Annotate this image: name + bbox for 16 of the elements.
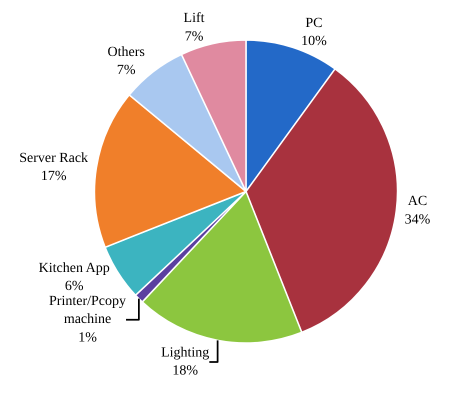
data-label: 6% [64,279,84,294]
data-label: 7% [116,63,136,78]
slice-label: Lighting [161,345,210,360]
slice-label: Others [108,44,145,60]
slice-label: Lift [184,11,205,26]
data-label: 17% [40,168,67,184]
slice-label: AC [408,194,428,210]
data-label: 34% [404,212,431,228]
slice-label: Kitchen App [38,260,110,276]
slice-label: Server Rack [19,150,88,166]
data-label: 1% [78,330,98,346]
slice-label: Printer/Pcopy machine [49,294,126,328]
data-label: 10% [301,34,328,49]
slice-label: PC [305,16,323,31]
data-label: 18% [172,364,198,379]
data-label: 7% [184,29,204,44]
